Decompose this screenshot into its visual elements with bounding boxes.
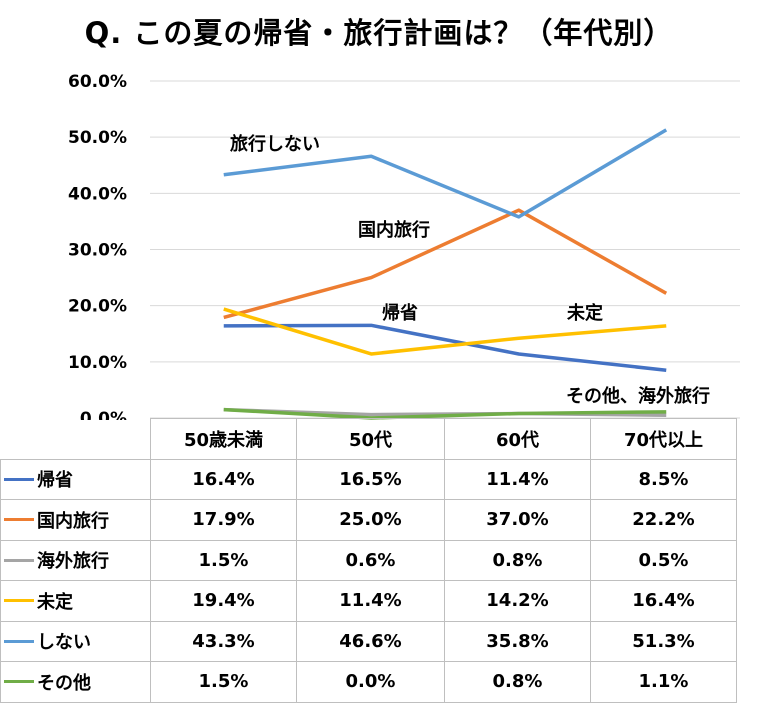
legend-key xyxy=(4,680,34,684)
table-cell: 46.6% xyxy=(296,620,445,662)
row-header: 国内旅行 xyxy=(0,499,151,541)
y-tick-label: 50.0% xyxy=(68,128,127,148)
table-cell: 16.4% xyxy=(590,580,737,622)
line-chart-plot: 0.0% 10.0% 20.0% 30.0% 40.0% 50.0% 60.0% 旅行しない… xyxy=(68,72,740,420)
table-cell: 37.0% xyxy=(444,499,591,541)
series-line-0 xyxy=(223,323,667,372)
series-name: その他 xyxy=(37,672,91,694)
annotation-other: その他、海外旅行 xyxy=(566,385,710,407)
column-header: 70代以上 xyxy=(590,418,737,460)
table-cell: 14.2% xyxy=(444,580,591,622)
series-name: 帰省 xyxy=(37,470,73,492)
row-header: 海外旅行 xyxy=(0,539,151,581)
column-header: 50代 xyxy=(296,418,445,460)
y-tick-label: 40.0% xyxy=(68,184,127,204)
table-cell: 0.8% xyxy=(444,539,591,581)
table-row: 国内旅行 17.9% 25.0% 37.0% 22.2% xyxy=(0,499,737,541)
gridlines xyxy=(150,80,740,419)
series-line-4 xyxy=(223,128,668,219)
table-cell: 11.4% xyxy=(444,458,591,500)
table-cell: 1.5% xyxy=(150,661,297,703)
table-cell: 22.2% xyxy=(590,499,737,541)
table-row: 帰省 16.4% 16.5% 11.4% 8.5% xyxy=(0,458,737,500)
row-header: 帰省 xyxy=(0,458,151,500)
table-corner xyxy=(0,418,151,460)
table-header-row: 50歳未満 50代 60代 70代以上 xyxy=(0,418,737,460)
table-cell: 16.5% xyxy=(296,458,445,500)
y-tick-label: 30.0% xyxy=(68,241,127,261)
table-cell: 11.4% xyxy=(296,580,445,622)
legend-key xyxy=(4,477,34,481)
table-cell: 1.1% xyxy=(590,661,737,703)
column-header: 50歳未満 xyxy=(150,418,297,460)
legend-key xyxy=(4,639,34,643)
series-name: 海外旅行 xyxy=(37,551,109,573)
row-header: 未定 xyxy=(0,580,151,622)
y-tick-label: 10.0% xyxy=(68,353,127,373)
data-table-wrapper: 50歳未満 50代 60代 70代以上 帰省 16.4% 16.5% 11.4% 8.5… xyxy=(0,418,737,703)
series-line-1 xyxy=(223,208,668,320)
table-cell: 0.5% xyxy=(590,539,737,581)
table-cell: 0.8% xyxy=(444,661,591,703)
annotation-kisei: 帰省 xyxy=(382,302,418,324)
table-cell: 16.4% xyxy=(150,458,297,500)
table-cell: 35.8% xyxy=(444,620,591,662)
series-line-5 xyxy=(223,407,667,420)
table-cell: 0.6% xyxy=(296,539,445,581)
table-cell: 43.3% xyxy=(150,620,297,662)
table-cell: 0.0% xyxy=(296,661,445,703)
legend-key xyxy=(4,558,34,562)
series-name: 未定 xyxy=(37,591,73,613)
table-row: 海外旅行 1.5% 0.6% 0.8% 0.5% xyxy=(0,539,737,581)
series-lines xyxy=(223,128,668,420)
y-axis-ticks: 0.0% 10.0% 20.0% 30.0% 40.0% 50.0% 60.0% xyxy=(68,72,127,420)
legend-key xyxy=(4,599,34,603)
y-tick-label: 60.0% xyxy=(68,72,127,92)
column-header: 60代 xyxy=(444,418,591,460)
table-row: しない 43.3% 46.6% 35.8% 51.3% xyxy=(0,620,737,662)
row-header: その他 xyxy=(0,661,151,703)
series-line-3 xyxy=(223,307,667,356)
row-header: しない xyxy=(0,620,151,662)
table-row: その他 1.5% 0.0% 0.8% 1.1% xyxy=(0,661,737,703)
series-name: しない xyxy=(37,632,91,654)
table-cell: 51.3% xyxy=(590,620,737,662)
table-cell: 17.9% xyxy=(150,499,297,541)
legend-key xyxy=(4,518,34,522)
annotation-shinai: 旅行しない xyxy=(230,133,320,155)
y-tick-label: 20.0% xyxy=(68,297,127,317)
series-name: 国内旅行 xyxy=(37,510,109,532)
table-cell: 19.4% xyxy=(150,580,297,622)
table-cell: 1.5% xyxy=(150,539,297,581)
table-row: 未定 19.4% 11.4% 14.2% 16.4% xyxy=(0,580,737,622)
annotation-kokunai: 国内旅行 xyxy=(358,219,430,241)
table-cell: 25.0% xyxy=(296,499,445,541)
data-table: 50歳未満 50代 60代 70代以上 帰省 16.4% 16.5% 11.4% 8.5… xyxy=(0,418,737,703)
table-cell: 8.5% xyxy=(590,458,737,500)
chart-title: Q. この夏の帰省・旅行計画は？（年代別） xyxy=(84,16,674,50)
y-tick-label: 0.0% xyxy=(80,409,127,420)
annotation-mitei: 未定 xyxy=(567,302,603,324)
